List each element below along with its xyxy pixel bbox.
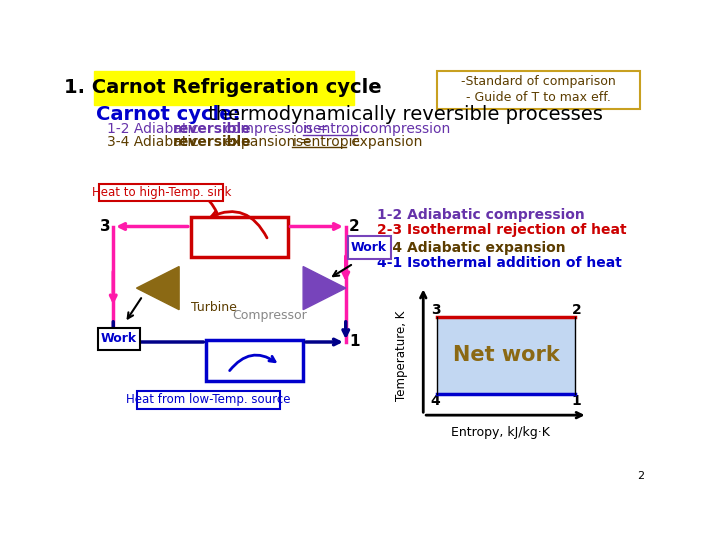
Text: 1. Carnot Refrigeration cycle: 1. Carnot Refrigeration cycle — [65, 78, 382, 97]
Text: Heat from low-Temp. source: Heat from low-Temp. source — [126, 393, 290, 406]
Text: reversible: reversible — [173, 123, 251, 137]
Text: 2-3 Isothermal rejection of heat: 2-3 Isothermal rejection of heat — [377, 224, 626, 238]
Text: 2: 2 — [349, 219, 359, 234]
Text: 2: 2 — [572, 303, 582, 318]
Text: Net work: Net work — [453, 345, 559, 365]
Text: expansion: expansion — [347, 135, 423, 149]
Text: Temperature, K: Temperature, K — [395, 310, 408, 401]
Text: 3: 3 — [431, 303, 441, 318]
Text: Entropy, kJ/kg·K: Entropy, kJ/kg·K — [451, 426, 550, 438]
Text: Work: Work — [351, 241, 387, 254]
Text: compression: compression — [358, 123, 451, 137]
Text: isentropic: isentropic — [292, 135, 361, 149]
Polygon shape — [303, 267, 346, 309]
Text: - Guide of T to max eff.: - Guide of T to max eff. — [467, 91, 611, 104]
Text: 4: 4 — [99, 334, 110, 349]
Bar — [191, 217, 287, 257]
Polygon shape — [137, 267, 179, 309]
Text: 4-1 Isothermal addition of heat: 4-1 Isothermal addition of heat — [377, 256, 621, 271]
Text: 1-2 Adiabatic compression: 1-2 Adiabatic compression — [377, 208, 585, 222]
Text: 2: 2 — [636, 471, 644, 481]
Bar — [206, 340, 303, 381]
Bar — [99, 184, 223, 201]
Text: isentropic: isentropic — [303, 123, 372, 137]
Bar — [94, 71, 354, 105]
Text: reversible: reversible — [173, 135, 251, 149]
Text: Turbine: Turbine — [191, 301, 237, 314]
Text: expansion =: expansion = — [220, 135, 316, 149]
Bar — [137, 390, 280, 409]
Bar — [98, 328, 140, 350]
Text: 1-2 Adiabatic: 1-2 Adiabatic — [107, 123, 204, 137]
Bar — [348, 236, 391, 259]
Text: 1: 1 — [572, 394, 582, 408]
Text: Heat to high-Temp. sink: Heat to high-Temp. sink — [91, 186, 231, 199]
Text: 4: 4 — [431, 394, 441, 408]
Text: thermodynamically reversible processes: thermodynamically reversible processes — [202, 105, 603, 124]
Bar — [437, 316, 575, 394]
Text: -Standard of comparison: -Standard of comparison — [462, 75, 616, 88]
Text: 3-4 Adiabatic expansion: 3-4 Adiabatic expansion — [377, 241, 565, 255]
Text: 3: 3 — [99, 219, 110, 234]
Text: Work: Work — [101, 333, 137, 346]
Bar — [437, 71, 640, 110]
Text: Carnot cycle:: Carnot cycle: — [96, 105, 240, 124]
Text: compression =: compression = — [220, 123, 333, 137]
Text: 1: 1 — [349, 334, 359, 349]
Text: 3-4 Adiabatic: 3-4 Adiabatic — [107, 135, 203, 149]
Text: Compressor: Compressor — [233, 308, 307, 321]
